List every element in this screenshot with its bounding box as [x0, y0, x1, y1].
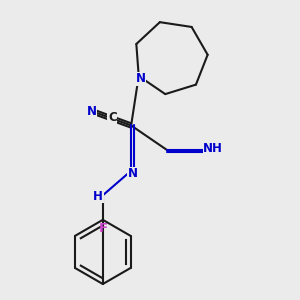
Text: N: N	[136, 72, 146, 85]
Text: NH: NH	[203, 142, 223, 154]
Text: F: F	[98, 222, 107, 235]
Text: C: C	[108, 111, 117, 124]
Text: N: N	[128, 167, 138, 180]
Text: H: H	[93, 190, 103, 202]
Text: N: N	[86, 105, 97, 118]
